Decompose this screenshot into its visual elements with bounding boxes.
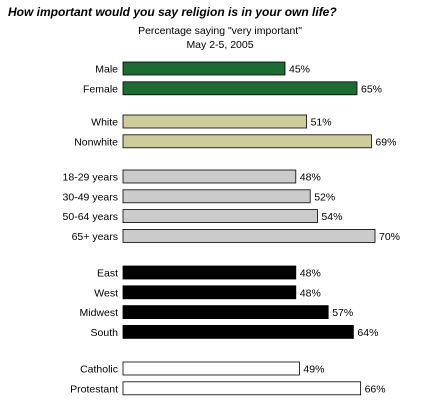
value-label-30-49-years: 52% (314, 191, 335, 203)
bar-female (122, 81, 358, 96)
value-label-east: 48% (300, 268, 321, 280)
value-label-white: 51% (311, 117, 332, 129)
bar-catholic (122, 361, 300, 376)
value-label-50-64-years: 54% (321, 211, 342, 223)
category-label-protestant: Protestant (70, 383, 118, 395)
value-label-protestant: 66% (365, 383, 386, 395)
category-label-18-29-years: 18-29 years (63, 172, 118, 184)
value-label-midwest: 57% (332, 307, 353, 319)
bar-male (122, 61, 286, 76)
bar-50-64-years (122, 209, 318, 224)
bar-65-years (122, 228, 376, 243)
chart-title: How important would you say religion is … (8, 5, 337, 19)
bar-east (122, 265, 297, 280)
bar-west (122, 285, 297, 300)
value-label-male: 45% (289, 64, 310, 76)
value-label-nonwhite: 69% (375, 136, 396, 148)
category-label-30-49-years: 30-49 years (63, 191, 118, 203)
chart-date: May 2-5, 2005 (186, 39, 254, 51)
value-label-female: 65% (361, 83, 382, 95)
category-label-east: East (97, 268, 118, 280)
bar-30-49-years (122, 189, 311, 204)
category-label-white: White (91, 117, 118, 129)
chart-subtitle: Percentage saying "very important" (138, 25, 302, 37)
category-label-female: Female (83, 83, 118, 95)
category-label-catholic: Catholic (80, 364, 118, 376)
value-label-18-29-years: 48% (300, 172, 321, 184)
bar-south (122, 324, 354, 339)
bar-midwest (122, 305, 329, 320)
value-label-south: 64% (357, 327, 378, 339)
bar-nonwhite (122, 134, 372, 149)
category-label-nonwhite: Nonwhite (74, 136, 118, 148)
value-label-catholic: 49% (303, 364, 324, 376)
bar-white (122, 114, 308, 129)
bar-18-29-years (122, 169, 297, 184)
category-label-50-64-years: 50-64 years (63, 211, 118, 223)
value-label-west: 48% (300, 287, 321, 299)
bar-protestant (122, 381, 362, 396)
category-label-male: Male (95, 64, 118, 76)
category-label-65-years: 65+ years (72, 231, 118, 243)
value-label-65-years: 70% (379, 231, 400, 243)
category-label-west: West (94, 287, 118, 299)
category-label-south: South (91, 327, 119, 339)
category-label-midwest: Midwest (79, 307, 118, 319)
